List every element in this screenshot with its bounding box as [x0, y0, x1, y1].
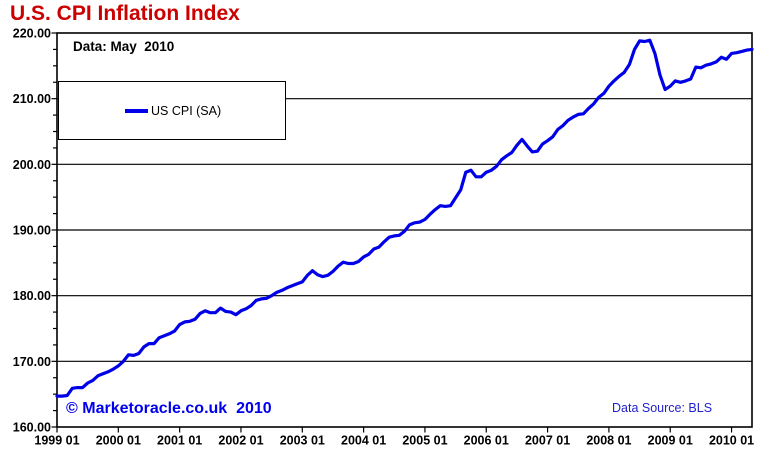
svg-text:190.00: 190.00	[13, 224, 51, 238]
y-axis-ticks	[51, 32, 57, 428]
chart-title: U.S. CPI Inflation Index	[10, 2, 240, 25]
data-source-label: Data Source: BLS	[612, 401, 713, 415]
x-axis-ticks	[56, 427, 733, 433]
data-note: Data: May 2010	[73, 39, 175, 54]
svg-text:2007 01: 2007 01	[525, 434, 570, 448]
svg-text:2000 01: 2000 01	[96, 434, 141, 448]
y-axis-labels: 220.00 210.00 200.00 190.00 180.00 170.00 160.…	[13, 27, 51, 435]
legend-box: US CPI (SA)	[58, 81, 286, 140]
svg-text:2002 01: 2002 01	[218, 434, 263, 448]
svg-text:160.00: 160.00	[13, 421, 51, 435]
svg-text:1999 01: 1999 01	[34, 434, 79, 448]
svg-text:200.00: 200.00	[13, 158, 51, 172]
svg-text:2006 01: 2006 01	[464, 434, 509, 448]
svg-text:2001 01: 2001 01	[157, 434, 202, 448]
svg-text:2010 01: 2010 01	[709, 434, 754, 448]
legend-line-swatch	[125, 108, 148, 113]
x-axis-labels: 1999 01 2000 01 2001 01 2002 01 2003 01 2004 …	[34, 434, 754, 448]
svg-text:210.00: 210.00	[13, 92, 51, 106]
legend-label: US CPI (SA)	[151, 103, 222, 118]
svg-text:2003 01: 2003 01	[280, 434, 325, 448]
svg-text:220.00: 220.00	[13, 27, 51, 41]
svg-text:2008 01: 2008 01	[586, 434, 631, 448]
svg-text:180.00: 180.00	[13, 289, 51, 303]
svg-text:2004 01: 2004 01	[341, 434, 386, 448]
watermark: © Marketoracle.co.uk 2010	[66, 400, 272, 417]
cpi-series-line	[55, 38, 754, 398]
svg-text:170.00: 170.00	[13, 355, 51, 369]
svg-text:2005 01: 2005 01	[402, 434, 447, 448]
svg-text:2009 01: 2009 01	[648, 434, 693, 448]
